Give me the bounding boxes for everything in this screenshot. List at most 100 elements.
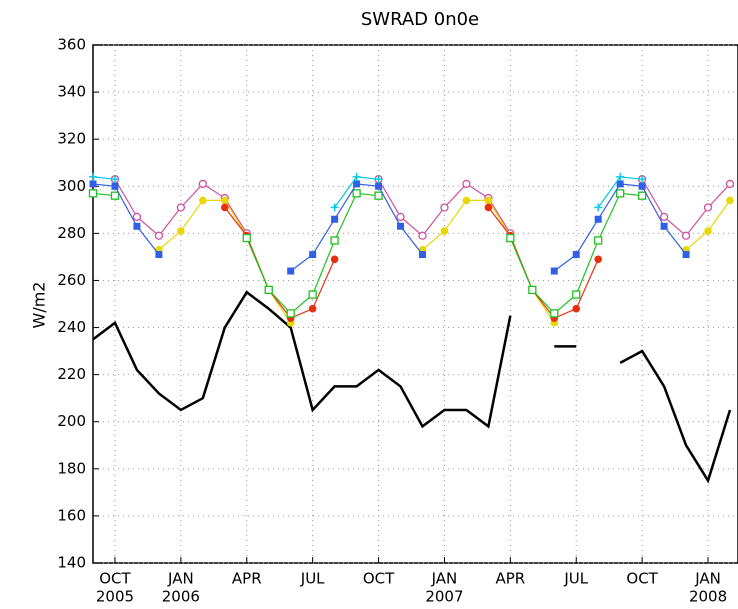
marker xyxy=(440,227,449,235)
y-tick-label: 320 xyxy=(57,130,86,148)
y-tick-label: 300 xyxy=(57,177,86,195)
marker xyxy=(132,212,142,222)
y-tick-label: 160 xyxy=(57,506,86,524)
marker xyxy=(484,203,493,212)
marker xyxy=(133,222,141,230)
marker xyxy=(111,182,119,190)
marker xyxy=(528,285,537,295)
y-tick-label: 220 xyxy=(57,365,86,383)
marker xyxy=(703,203,713,212)
marker xyxy=(550,309,559,318)
marker xyxy=(440,203,449,212)
marker xyxy=(88,189,98,198)
marker xyxy=(309,251,317,259)
marker xyxy=(330,236,339,245)
x-tick-label: JAN xyxy=(431,570,458,588)
marker xyxy=(110,175,119,184)
marker xyxy=(594,255,603,264)
marker xyxy=(177,227,185,235)
marker xyxy=(352,172,361,181)
y-tick-label: 240 xyxy=(57,318,86,336)
marker xyxy=(308,304,317,313)
marker xyxy=(220,196,229,205)
marker xyxy=(199,196,207,205)
y-tick-label: 260 xyxy=(57,271,86,289)
marker xyxy=(594,215,602,223)
x-tick-year: 2007 xyxy=(425,588,463,606)
x-tick-label: OCT xyxy=(363,570,395,588)
marker xyxy=(176,203,186,212)
marker xyxy=(462,196,471,205)
marker xyxy=(550,267,558,275)
marker xyxy=(637,191,647,200)
marker xyxy=(616,189,625,198)
y-tick-label: 360 xyxy=(57,36,86,54)
chart-title: SWRAD 0n0e xyxy=(361,9,479,30)
marker xyxy=(330,203,339,212)
marker xyxy=(638,182,646,190)
x-tick-label: APR xyxy=(232,570,262,588)
marker xyxy=(264,285,273,295)
x-tick-year: 2006 xyxy=(162,588,200,606)
marker xyxy=(418,231,427,240)
marker xyxy=(681,231,691,240)
marker xyxy=(484,196,493,205)
marker xyxy=(308,290,317,299)
marker xyxy=(506,233,515,243)
y-tick-label: 340 xyxy=(57,83,86,101)
marker xyxy=(287,267,295,275)
marker xyxy=(616,180,624,188)
marker xyxy=(572,290,581,299)
x-tick-label: APR xyxy=(495,570,525,588)
x-tick-label: JAN xyxy=(694,570,721,588)
series-line xyxy=(92,290,732,484)
marker xyxy=(374,175,383,184)
marker xyxy=(154,231,164,240)
marker xyxy=(659,212,669,222)
marker xyxy=(616,172,625,181)
marker xyxy=(331,215,339,223)
marker xyxy=(572,304,581,313)
y-tick-label: 280 xyxy=(57,224,86,242)
y-tick-label: 180 xyxy=(57,459,86,477)
x-tick-label: JUL xyxy=(300,570,325,588)
marker xyxy=(330,255,339,264)
marker xyxy=(660,222,668,230)
y-tick-label: 200 xyxy=(57,412,86,430)
marker xyxy=(155,251,163,259)
marker xyxy=(89,172,97,181)
marker xyxy=(353,180,361,188)
marker xyxy=(375,182,383,190)
marker xyxy=(220,203,229,212)
marker xyxy=(198,179,207,189)
x-tick-year: 2005 xyxy=(96,588,134,606)
marker xyxy=(418,251,426,259)
series-line xyxy=(224,207,599,319)
marker xyxy=(352,189,361,198)
marker xyxy=(396,212,405,222)
marker xyxy=(572,251,580,259)
marker xyxy=(110,191,120,200)
x-tick-label: OCT xyxy=(99,570,131,588)
marker xyxy=(594,236,603,245)
marker xyxy=(462,179,471,189)
marker xyxy=(638,175,647,184)
marker xyxy=(594,203,603,212)
x-tick-label: JAN xyxy=(167,570,194,588)
marker xyxy=(397,222,405,230)
marker xyxy=(704,227,712,235)
marker xyxy=(725,179,735,189)
marker xyxy=(726,196,734,205)
y-axis-label: W/m2 xyxy=(30,282,49,329)
marker xyxy=(242,233,251,243)
marker xyxy=(89,180,97,188)
x-tick-label: JUL xyxy=(563,570,588,588)
x-tick-label: OCT xyxy=(626,570,658,588)
marker xyxy=(286,309,295,318)
x-tick-year: 2008 xyxy=(689,588,727,606)
y-tick-label: 140 xyxy=(57,554,86,572)
marker xyxy=(374,191,383,200)
plot-frame xyxy=(92,44,738,564)
